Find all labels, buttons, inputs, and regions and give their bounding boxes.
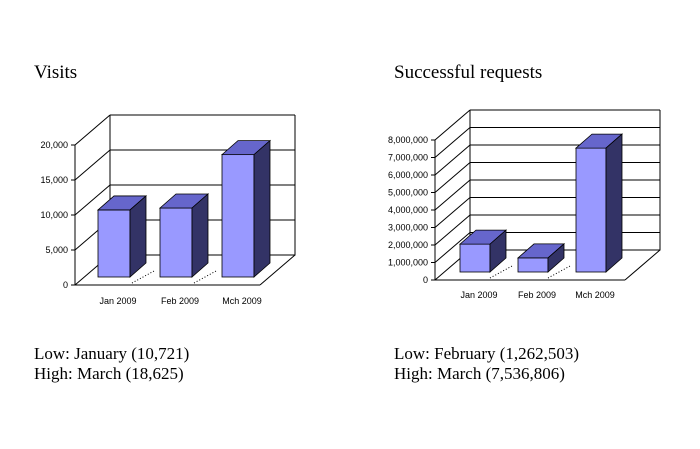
- visits-ytick-label: 10,000: [40, 210, 68, 220]
- requests-ytick-label: 4,000,000: [388, 205, 428, 215]
- visits-bar-side: [253, 139, 271, 278]
- requests-gridline-side: [434, 109, 471, 141]
- visits-floor-dots: [131, 270, 155, 284]
- requests-ytick-label: 5,000,000: [388, 188, 428, 198]
- requests-low-text: Low: February (1,262,503): [394, 344, 580, 363]
- requests-gridline-side: [434, 232, 471, 263]
- requests-bar-2: [489, 243, 566, 279]
- visits-ytick-label: 0: [63, 280, 68, 290]
- visits-ytick-label: 5,000: [45, 245, 68, 255]
- requests-ytick-label: 6,000,000: [388, 170, 428, 180]
- requests-ytick-label: 8,000,000: [388, 135, 428, 145]
- requests-chart-panel: 0 1,000,000 2,000,000 3,000,000 4,000,000 5,0…: [350, 0, 700, 449]
- visits-ytick-label: 15,000: [40, 175, 68, 185]
- requests-chart: 0 1,000,000 2,000,000 3,000,000 4,000,000 5,0…: [388, 109, 661, 300]
- visits-chart: 0 5,000 10,000 15,000 20,000 Jan 2009 Feb 2009…: [40, 114, 296, 306]
- visits-floor-right-edge: [259, 254, 296, 286]
- visits-bar-front: [97, 209, 131, 278]
- visits-gridline-side: [74, 114, 111, 146]
- requests-gridline-side: [434, 197, 471, 228]
- requests-gridline-side: [434, 162, 471, 193]
- requests-gridline-side: [434, 127, 471, 158]
- requests-floor-right-edge: [624, 249, 661, 281]
- visits-bar-side: [191, 193, 209, 278]
- visits-chart-panel: 0 5,000 10,000 15,000 20,000 Jan 2009 Feb 2009…: [34, 62, 296, 384]
- requests-floor-dots: [489, 265, 513, 279]
- visits-plot-area: 0 5,000 10,000 15,000 20,000 Jan 2009 Feb 2009…: [40, 114, 296, 306]
- requests-summary: Low: February (1,262,503) High: March (7…: [394, 344, 579, 384]
- visits-gridline-side: [74, 184, 111, 216]
- visits-bar-1: [96, 195, 148, 278]
- visits-category-label: Mch 2009: [222, 296, 262, 306]
- requests-high-text: High: March (7,536,806): [394, 364, 565, 383]
- requests-ytick-label: 0: [423, 275, 428, 285]
- requests-category-label: Jan 2009: [460, 290, 497, 300]
- requests-ytick-label: 2,000,000: [388, 240, 428, 250]
- requests-bar-side: [489, 229, 507, 273]
- requests-chart-title: Successful requests: [394, 62, 543, 83]
- requests-plot-area: 0 1,000,000 2,000,000 3,000,000 4,000,000 5,0…: [388, 109, 661, 300]
- visits-bar-front: [159, 207, 193, 278]
- requests-ytick-label: 3,000,000: [388, 223, 428, 233]
- visits-low-text: Low: January (10,721): [34, 344, 190, 363]
- visits-category-label: Feb 2009: [161, 296, 199, 306]
- requests-gridline-side: [434, 144, 471, 176]
- requests-bar-front: [575, 147, 607, 273]
- requests-bar-front: [459, 243, 491, 273]
- requests-gridline-side: [434, 179, 471, 211]
- requests-bar-1: [458, 229, 508, 273]
- visits-high-text: High: March (18,625): [34, 364, 184, 383]
- visits-bar-3: [193, 139, 272, 284]
- requests-bar-side: [547, 243, 565, 273]
- visits-category-label: Jan 2009: [99, 296, 136, 306]
- requests-category-label: Mch 2009: [575, 290, 615, 300]
- visits-bar-front: [221, 154, 255, 278]
- visits-floor-dots: [193, 270, 217, 284]
- requests-ytick-label: 1,000,000: [388, 258, 428, 268]
- requests-floor-dots: [547, 265, 571, 279]
- visits-chart-title: Visits: [34, 62, 78, 83]
- visits-bar-2: [131, 193, 210, 284]
- requests-ytick-label: 7,000,000: [388, 153, 428, 163]
- visits-gridline-side: [74, 149, 111, 181]
- requests-bar-front: [517, 257, 549, 273]
- requests-category-label: Feb 2009: [518, 290, 556, 300]
- requests-bar-3: [547, 133, 624, 279]
- visits-ytick-label: 20,000: [40, 140, 68, 150]
- visits-summary: Low: January (10,721) High: March (18,62…: [34, 344, 189, 384]
- visits-bar-side: [129, 195, 147, 278]
- requests-gridline-side: [434, 214, 471, 246]
- requests-bar-side: [605, 133, 623, 273]
